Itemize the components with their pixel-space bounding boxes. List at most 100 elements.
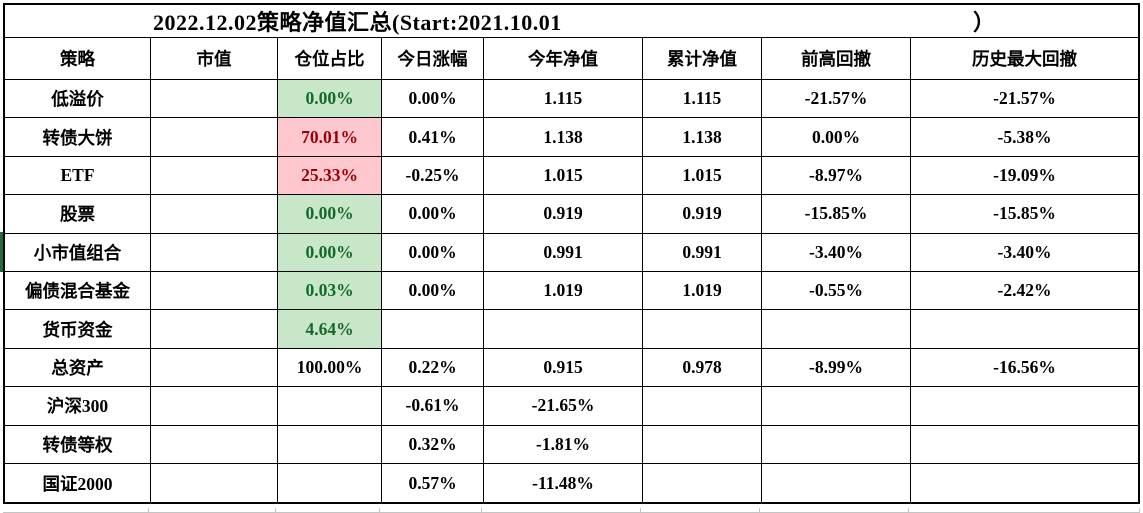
cell-max-hist-drawdown[interactable]: -21.57% bbox=[911, 80, 1138, 119]
cell-position-ratio[interactable]: 0.00% bbox=[278, 195, 382, 234]
cell-market-value[interactable] bbox=[151, 233, 278, 272]
cell-max-hist-drawdown[interactable]: -15.85% bbox=[911, 195, 1138, 234]
cell-prev-high-drawdown[interactable] bbox=[762, 425, 911, 464]
col-header-prev-high-drawdown[interactable]: 前高回撤 bbox=[762, 38, 911, 80]
cell-market-value[interactable] bbox=[151, 156, 278, 196]
cell-market-value[interactable] bbox=[151, 425, 278, 464]
cell-position-ratio[interactable]: 0.03% bbox=[278, 271, 382, 311]
cell-cumulative-net-value[interactable]: 0.991 bbox=[643, 233, 762, 272]
table-title: 2022.12.02策略净值汇总(Start:2021.10.01 bbox=[153, 10, 562, 35]
cell-prev-high-drawdown[interactable]: -8.99% bbox=[762, 348, 911, 388]
cell-market-value[interactable] bbox=[151, 195, 278, 234]
cell-today-change[interactable]: 0.32% bbox=[382, 425, 484, 464]
cell-cumulative-net-value[interactable]: 1.138 bbox=[643, 118, 762, 157]
cell-today-change[interactable]: 0.57% bbox=[382, 463, 484, 503]
table-title-cell[interactable]: 2022.12.02策略净值汇总(Start:2021.10.01 ） bbox=[5, 5, 1138, 38]
cell-position-ratio[interactable]: 70.01% bbox=[278, 118, 382, 157]
cell-strategy[interactable]: ETF bbox=[5, 156, 151, 196]
cell-ytd-net-value[interactable]: 1.015 bbox=[484, 156, 643, 196]
cell-today-change[interactable]: 0.00% bbox=[382, 80, 484, 119]
cell-prev-high-drawdown[interactable]: -0.55% bbox=[762, 271, 911, 311]
cell-market-value[interactable] bbox=[151, 271, 278, 311]
cell-market-value[interactable] bbox=[151, 348, 278, 388]
cell-position-ratio[interactable]: 4.64% bbox=[278, 310, 382, 349]
col-header-position-ratio[interactable]: 仓位占比 bbox=[278, 38, 382, 80]
cell-cumulative-net-value[interactable] bbox=[643, 463, 762, 503]
cell-strategy[interactable]: 沪深300 bbox=[5, 387, 151, 426]
cell-market-value[interactable] bbox=[151, 118, 278, 157]
cell-prev-high-drawdown[interactable]: -15.85% bbox=[762, 195, 911, 234]
cell-ytd-net-value[interactable]: 1.138 bbox=[484, 118, 643, 157]
col-header-strategy[interactable]: 策略 bbox=[5, 38, 151, 80]
col-header-ytd-net-value[interactable]: 今年净值 bbox=[484, 38, 643, 80]
header-row: 策略 市值 仓位占比 今日涨幅 今年净值 累计净值 前高回撤 历史最大回撤 bbox=[5, 38, 1138, 80]
cell-strategy[interactable]: 低溢价 bbox=[5, 80, 151, 119]
cell-cumulative-net-value[interactable]: 0.919 bbox=[643, 195, 762, 234]
cell-strategy[interactable]: 偏债混合基金 bbox=[5, 271, 151, 311]
cell-max-hist-drawdown[interactable] bbox=[911, 425, 1138, 464]
cell-cumulative-net-value[interactable]: 0.978 bbox=[643, 348, 762, 388]
cell-today-change[interactable]: 0.22% bbox=[382, 348, 484, 388]
cell-position-ratio[interactable] bbox=[278, 463, 382, 503]
cell-today-change[interactable]: 0.00% bbox=[382, 271, 484, 311]
cell-ytd-net-value[interactable]: 0.915 bbox=[484, 348, 643, 388]
cell-today-change[interactable]: 0.00% bbox=[382, 233, 484, 272]
cell-cumulative-net-value[interactable]: 1.115 bbox=[643, 80, 762, 119]
col-header-cumulative-net-value[interactable]: 累计净值 bbox=[643, 38, 762, 80]
cell-today-change[interactable]: -0.61% bbox=[382, 387, 484, 426]
cell-strategy[interactable]: 国证2000 bbox=[5, 463, 151, 503]
cell-max-hist-drawdown[interactable]: -3.40% bbox=[911, 233, 1138, 272]
cell-ytd-net-value[interactable]: 0.991 bbox=[484, 233, 643, 272]
cell-prev-high-drawdown[interactable]: -8.97% bbox=[762, 156, 911, 196]
col-header-today-change[interactable]: 今日涨幅 bbox=[382, 38, 484, 80]
cell-position-ratio[interactable]: 100.00% bbox=[278, 348, 382, 388]
cell-ytd-net-value[interactable] bbox=[484, 310, 643, 349]
cell-max-hist-drawdown[interactable]: -19.09% bbox=[911, 156, 1138, 196]
col-header-max-hist-drawdown[interactable]: 历史最大回撤 bbox=[911, 38, 1138, 80]
col-header-market-value[interactable]: 市值 bbox=[151, 38, 278, 80]
cell-cumulative-net-value[interactable]: 1.019 bbox=[643, 271, 762, 311]
cell-market-value[interactable] bbox=[151, 463, 278, 503]
cell-position-ratio[interactable] bbox=[278, 425, 382, 464]
cell-cumulative-net-value[interactable] bbox=[643, 310, 762, 349]
cell-max-hist-drawdown[interactable] bbox=[911, 310, 1138, 349]
cell-position-ratio[interactable]: 25.33% bbox=[278, 156, 382, 196]
cell-market-value[interactable] bbox=[151, 310, 278, 349]
cell-market-value[interactable] bbox=[151, 387, 278, 426]
cell-prev-high-drawdown[interactable] bbox=[762, 387, 911, 426]
cell-strategy[interactable]: 转债大饼 bbox=[5, 118, 151, 157]
cell-prev-high-drawdown[interactable] bbox=[762, 463, 911, 503]
cell-ytd-net-value[interactable]: 0.919 bbox=[484, 195, 643, 234]
cell-market-value[interactable] bbox=[151, 80, 278, 119]
cell-ytd-net-value[interactable]: -1.81% bbox=[484, 425, 643, 464]
cell-max-hist-drawdown[interactable] bbox=[911, 463, 1138, 503]
cell-max-hist-drawdown[interactable]: -16.56% bbox=[911, 348, 1138, 388]
cell-ytd-net-value[interactable]: 1.019 bbox=[484, 271, 643, 311]
cell-strategy[interactable]: 股票 bbox=[5, 195, 151, 234]
cell-ytd-net-value[interactable]: 1.115 bbox=[484, 80, 643, 119]
cell-cumulative-net-value[interactable]: 1.015 bbox=[643, 156, 762, 196]
cell-position-ratio[interactable]: 0.00% bbox=[278, 80, 382, 119]
cell-max-hist-drawdown[interactable]: -2.42% bbox=[911, 271, 1138, 311]
cell-prev-high-drawdown[interactable]: -21.57% bbox=[762, 80, 911, 119]
cell-today-change[interactable]: 0.41% bbox=[382, 118, 484, 157]
cell-max-hist-drawdown[interactable] bbox=[911, 387, 1138, 426]
cell-position-ratio[interactable]: 0.00% bbox=[278, 233, 382, 272]
cell-cumulative-net-value[interactable] bbox=[643, 425, 762, 464]
cell-strategy[interactable]: 货币资金 bbox=[5, 310, 151, 349]
cell-today-change[interactable] bbox=[382, 310, 484, 349]
cell-position-ratio[interactable] bbox=[278, 387, 382, 426]
cell-strategy[interactable]: 小市值组合 bbox=[0, 232, 151, 273]
cell-prev-high-drawdown[interactable]: 0.00% bbox=[762, 118, 911, 157]
cell-max-hist-drawdown[interactable]: -5.38% bbox=[911, 118, 1138, 157]
cell-ytd-net-value[interactable]: -21.65% bbox=[484, 387, 643, 426]
cell-ytd-net-value[interactable]: -11.48% bbox=[484, 463, 643, 503]
cell-today-change[interactable]: -0.25% bbox=[382, 156, 484, 196]
cell-prev-high-drawdown[interactable] bbox=[762, 310, 911, 349]
table-body: 低溢价 0.00% 0.00% 1.115 1.115 -21.57% -21.… bbox=[0, 80, 1138, 503]
cell-prev-high-drawdown[interactable]: -3.40% bbox=[762, 233, 911, 272]
cell-strategy[interactable]: 转债等权 bbox=[5, 425, 151, 464]
cell-today-change[interactable]: 0.00% bbox=[382, 195, 484, 234]
cell-cumulative-net-value[interactable] bbox=[643, 387, 762, 426]
cell-strategy[interactable]: 总资产 bbox=[5, 348, 151, 388]
